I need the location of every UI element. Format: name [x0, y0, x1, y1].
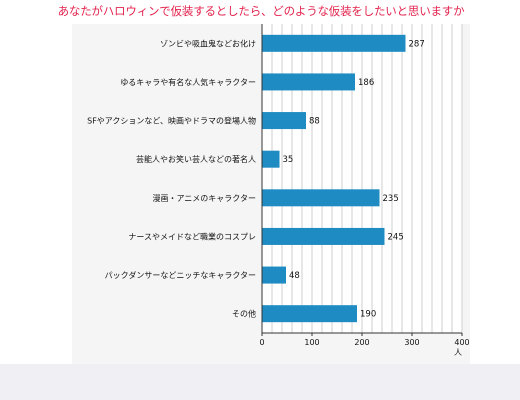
category-label: ゾンビや吸血鬼などお化け [160, 38, 256, 48]
x-tick-label: 100 [304, 338, 319, 347]
bar [262, 73, 355, 91]
bar [262, 34, 406, 52]
x-tick-label: 0 [259, 338, 264, 347]
x-axis-unit-label: 人 [454, 348, 462, 357]
data-label: 35 [283, 155, 294, 165]
category-label: ゆるキャラや有名な人気キャラクター [120, 77, 256, 87]
data-label: 190 [360, 310, 376, 320]
data-label: 245 [388, 232, 404, 242]
bar [262, 266, 286, 284]
x-tick-label: 200 [354, 338, 369, 347]
category-label: その他 [232, 309, 256, 319]
bar [262, 112, 306, 130]
data-label: 88 [309, 117, 320, 127]
bar [262, 150, 280, 168]
bar [262, 189, 380, 207]
bar [262, 305, 357, 323]
x-tick-label: 400 [454, 338, 469, 347]
bottom-band [0, 364, 520, 400]
data-label: 186 [358, 78, 374, 88]
category-label: パックダンサーなどニッチなキャラクター [105, 270, 256, 280]
bar [262, 227, 385, 245]
data-label: 235 [383, 194, 399, 204]
data-label: 287 [409, 39, 425, 49]
category-label: ナースやメイドなど職業のコスプレ [128, 231, 256, 241]
chart-title: あなたがハロウィンで仮装するとしたら、どのような仮装をしたいと思いますか [57, 4, 465, 18]
category-label: SFやアクションなど、映画やドラマの登場人物 [87, 116, 256, 126]
category-label: 芸能人やお笑い芸人などの著名人 [136, 154, 256, 164]
x-tick-label: 300 [404, 338, 419, 347]
category-label: 漫画・アニメのキャラクター [152, 193, 256, 203]
data-label: 48 [289, 271, 300, 281]
